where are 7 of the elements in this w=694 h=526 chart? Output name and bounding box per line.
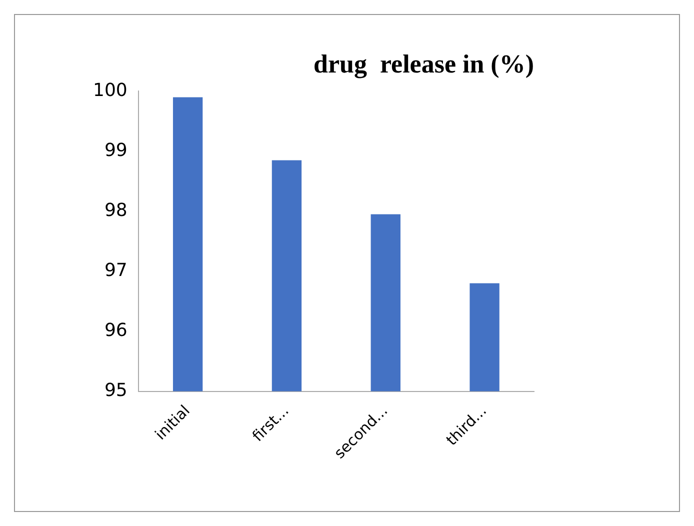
y-tick-label: 96 bbox=[104, 320, 128, 341]
y-tick-label: 100 bbox=[92, 80, 128, 101]
y-tick-label: 99 bbox=[104, 140, 128, 161]
y-tick-label: 98 bbox=[104, 200, 128, 221]
y-tick-label: 97 bbox=[104, 260, 128, 281]
y-tick-label: 95 bbox=[104, 380, 128, 401]
chart-title: drug release in (%) bbox=[314, 49, 534, 78]
